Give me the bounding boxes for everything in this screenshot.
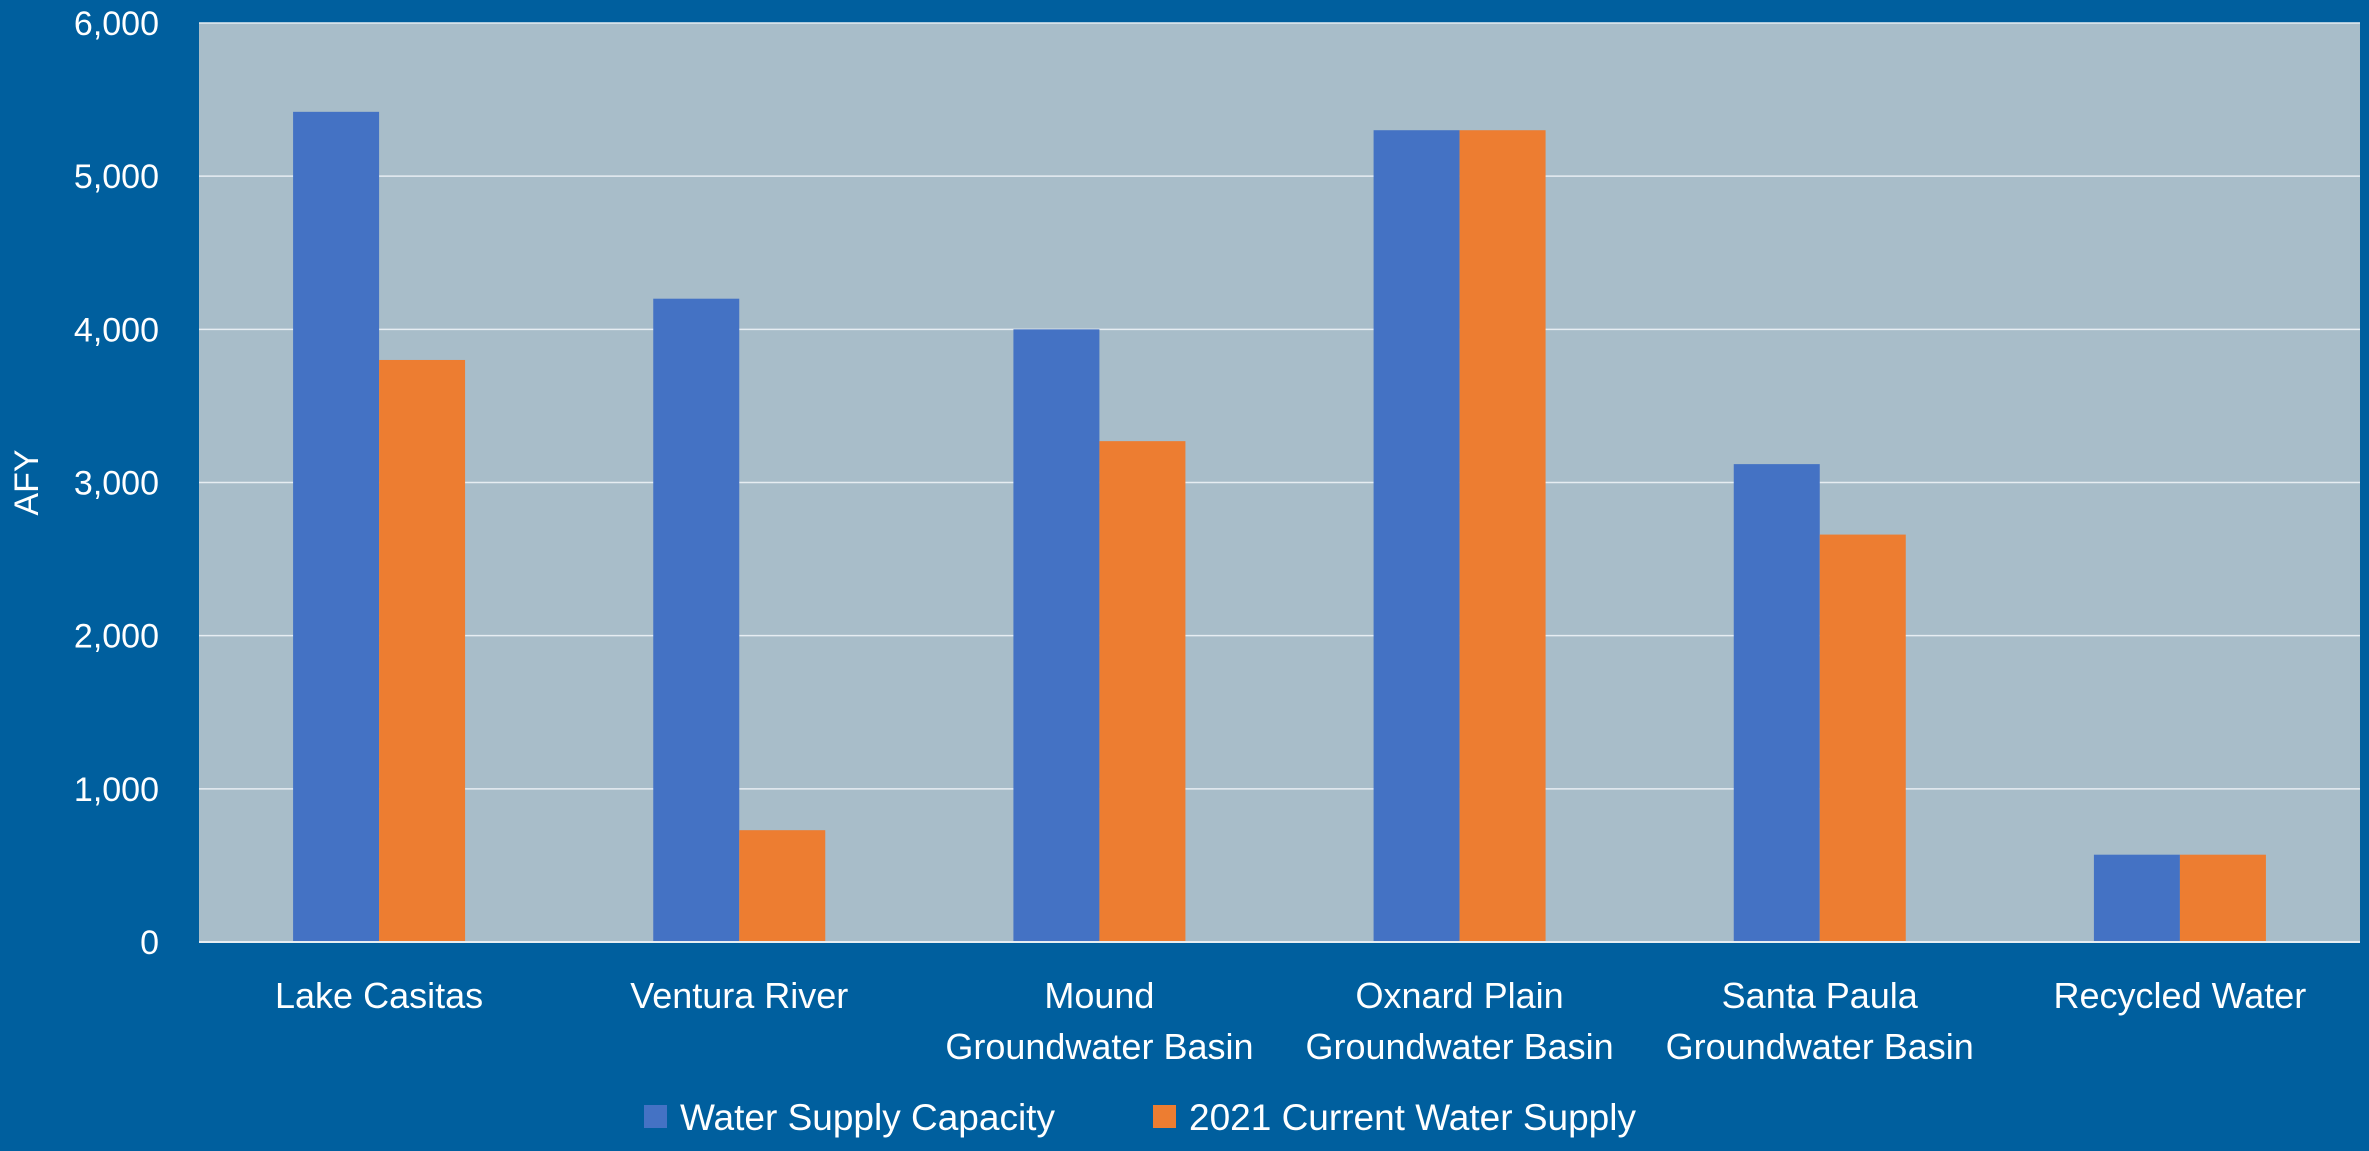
- bar-current: [2179, 854, 2266, 942]
- bar-capacity: [2093, 854, 2180, 942]
- legend-label: 2021 Current Water Supply: [1189, 1097, 1636, 1138]
- bar-capacity: [653, 298, 740, 942]
- x-category-label: Oxnard Plain Groundwater Basin: [1305, 975, 1613, 1067]
- x-category-label: Recycled Water: [2054, 975, 2307, 1016]
- bar-current: [739, 830, 826, 942]
- y-tick-label: 3,000: [74, 465, 159, 503]
- x-category-label: Mound Groundwater Basin: [945, 975, 1253, 1067]
- x-category-label: Lake Casitas: [275, 975, 483, 1016]
- y-tick-label: 5,000: [74, 158, 159, 196]
- y-tick-label: 0: [140, 924, 159, 962]
- y-tick-label: 2,000: [74, 618, 159, 656]
- y-tick-label: 6,000: [74, 5, 159, 43]
- bar-capacity: [1733, 464, 1820, 942]
- y-tick-label: 1,000: [74, 771, 159, 809]
- bar-capacity: [293, 111, 380, 942]
- axes: 0 1,000 2,000 3,000 4,000 5,000 6,000 Lake Casi…: [74, 5, 2360, 1067]
- bar-current: [1819, 534, 1906, 942]
- bar-current: [379, 359, 466, 942]
- x-category-label: Santa Paula Groundwater Basin: [1666, 975, 1974, 1067]
- legend: Water Supply Capacity 2021 Current Water …: [644, 1097, 1636, 1138]
- legend-swatch: [1153, 1105, 1176, 1128]
- bar-capacity: [1013, 329, 1100, 942]
- bar-current: [1459, 130, 1546, 942]
- bars: [293, 111, 2266, 942]
- legend-label: Water Supply Capacity: [680, 1097, 1055, 1138]
- bar-current: [1099, 441, 1186, 942]
- y-tick-label: 4,000: [74, 311, 159, 349]
- y-axis-title: AFY: [8, 449, 46, 515]
- legend-swatch: [644, 1105, 667, 1128]
- bar-capacity: [1373, 130, 1460, 942]
- x-category-label: Ventura River: [630, 975, 848, 1016]
